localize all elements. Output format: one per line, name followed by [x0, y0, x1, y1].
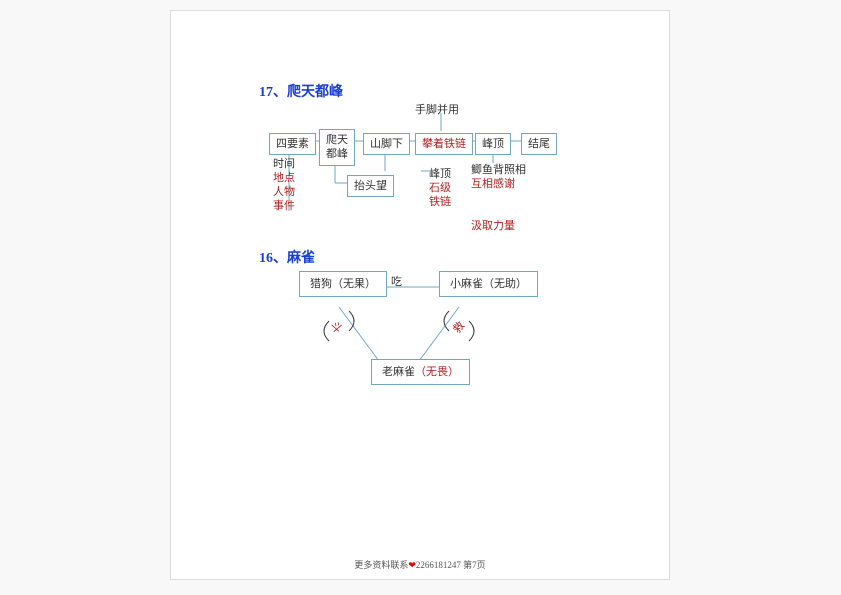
d17-label-power: 汲取力量: [471, 217, 515, 233]
diagram17-lines: [171, 11, 671, 241]
d17-node-chain: 攀着铁链: [415, 133, 473, 155]
footer-prefix: 更多资料联系: [354, 560, 408, 570]
d16-dog-line2: （无果）: [332, 277, 376, 291]
footer-contact: 2266181247: [416, 560, 461, 570]
d17-node-elements: 四要素: [269, 133, 316, 155]
d17-node-lookup: 抬头望: [347, 175, 394, 197]
d16-edge-eat: 吃: [391, 273, 402, 289]
diagram16-lines: [171, 11, 671, 411]
d17-label-thank: 互相感谢: [471, 175, 515, 191]
document-page: 17、爬天都峰 手脚并用 四要素 爬天都峰 山脚下 攀着铁链 峰顶 结尾 抬头望: [170, 10, 670, 580]
d16-node-old: 老麻雀 （无畏）: [371, 359, 470, 385]
d17-label-top: 手脚并用: [415, 101, 459, 117]
d16-old-line2: （无畏）: [415, 365, 459, 379]
d17-label-event: 事件: [273, 197, 295, 213]
d16-small-line1: 小麻雀: [450, 277, 483, 291]
d17-node-climb: 爬天都峰: [319, 129, 355, 166]
d16-edge-dou: 斗: [327, 318, 346, 337]
d16-node-small: 小麻雀 （无助）: [439, 271, 538, 297]
section-title-16: 16、麻雀: [259, 247, 315, 267]
page-footer: 更多资料联系❤2266181247 第7页: [171, 558, 669, 571]
d16-node-dog: 猎狗 （无果）: [299, 271, 387, 297]
d17-node-peak: 峰顶: [475, 133, 511, 155]
heart-icon: ❤: [408, 560, 416, 570]
footer-page: 第7页: [461, 560, 486, 570]
d17-node-end: 结尾: [521, 133, 557, 155]
d16-edge-jiu: 救: [449, 318, 468, 337]
d16-old-line1: 老麻雀: [382, 365, 415, 379]
d17-node-foot: 山脚下: [363, 133, 410, 155]
d16-small-line2: （无助）: [483, 277, 527, 291]
d16-dog-line1: 猎狗: [310, 277, 332, 291]
section-title-17: 17、爬天都峰: [259, 81, 343, 101]
d17-label-chain: 铁链: [429, 193, 451, 209]
